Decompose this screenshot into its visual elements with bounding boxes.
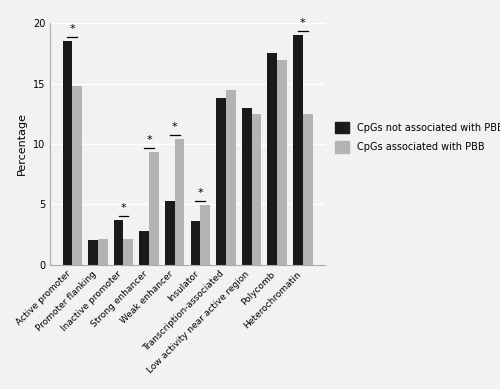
Bar: [216, 98, 226, 265]
Bar: [293, 35, 303, 265]
Text: *: *: [300, 18, 306, 28]
Y-axis label: Percentage: Percentage: [17, 112, 27, 175]
Bar: [242, 108, 252, 265]
Bar: [72, 86, 82, 265]
Text: *: *: [120, 203, 126, 213]
Bar: [226, 90, 235, 265]
Text: *: *: [70, 24, 75, 34]
Bar: [140, 231, 149, 265]
Bar: [277, 60, 287, 265]
Text: *: *: [146, 135, 152, 145]
Bar: [200, 205, 210, 265]
Text: *: *: [198, 188, 203, 198]
Text: *: *: [172, 122, 178, 132]
Bar: [268, 54, 277, 265]
Bar: [62, 42, 72, 265]
Bar: [149, 152, 159, 265]
Bar: [114, 220, 124, 265]
Bar: [124, 239, 133, 265]
Bar: [252, 114, 262, 265]
Bar: [88, 240, 98, 265]
Bar: [98, 239, 108, 265]
Bar: [165, 201, 174, 265]
Bar: [190, 221, 200, 265]
Bar: [174, 139, 184, 265]
Legend: CpGs not associated with PBB, CpGs associated with PBB: CpGs not associated with PBB, CpGs assoc…: [335, 121, 500, 153]
Bar: [303, 114, 312, 265]
